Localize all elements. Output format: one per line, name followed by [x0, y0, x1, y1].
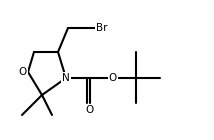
Text: O: O — [109, 73, 117, 83]
Text: N: N — [62, 73, 70, 83]
Text: O: O — [86, 105, 94, 115]
Text: O: O — [19, 67, 27, 77]
Text: Br: Br — [96, 23, 107, 33]
